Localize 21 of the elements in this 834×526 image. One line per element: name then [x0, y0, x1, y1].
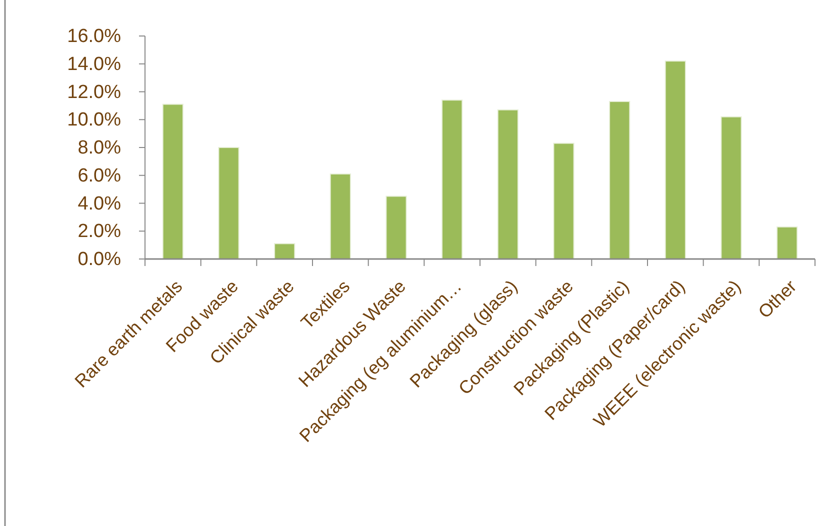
- y-tick-label: 10.0%: [67, 110, 122, 131]
- bar: [553, 142, 574, 260]
- y-tick-label: 6.0%: [78, 165, 122, 186]
- bar: [218, 147, 240, 260]
- y-tick-label: 16.0%: [67, 26, 122, 48]
- bar: [497, 109, 518, 260]
- bar: [274, 243, 296, 260]
- bar: [442, 100, 463, 260]
- y-tick-label: 14.0%: [67, 54, 122, 75]
- bar: [330, 173, 351, 260]
- bar: [386, 196, 407, 260]
- y-tick-label: 12.0%: [67, 82, 122, 103]
- y-tick-label: 4.0%: [78, 193, 122, 214]
- bar: [609, 101, 630, 260]
- bar: [720, 116, 742, 260]
- y-tick-label: 2.0%: [78, 221, 122, 242]
- bar: [664, 60, 686, 260]
- y-tick-label: 8.0%: [78, 138, 122, 159]
- bar: [776, 226, 798, 260]
- y-tick-label: 0.0%: [78, 249, 122, 270]
- bar: [162, 104, 184, 260]
